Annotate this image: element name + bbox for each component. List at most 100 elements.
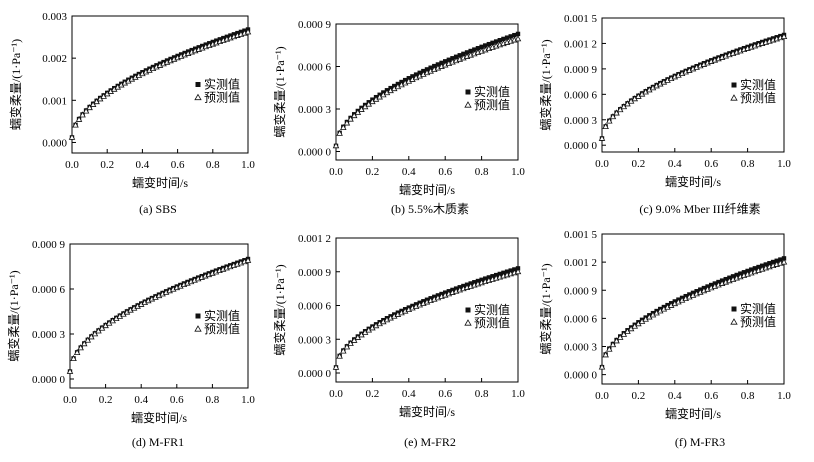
data-point-triangle bbox=[602, 351, 609, 358]
data-point-triangle bbox=[780, 33, 788, 40]
data-point-square bbox=[508, 34, 513, 39]
legend-label: 预测值 bbox=[740, 314, 776, 329]
data-point-square bbox=[479, 44, 484, 50]
data-point-triangle bbox=[75, 115, 83, 122]
data-point-triangle bbox=[354, 108, 362, 115]
x-tick-label: 0.8 bbox=[741, 390, 755, 402]
x-tick-label: 0.0 bbox=[595, 158, 609, 170]
x-tick-label: 0.4 bbox=[668, 158, 682, 170]
data-point-triangle bbox=[613, 337, 620, 344]
data-point-triangle bbox=[82, 107, 90, 114]
legend-label: 预测值 bbox=[740, 90, 776, 105]
data-point-triangle bbox=[340, 123, 347, 131]
x-tick-label: 0.0 bbox=[65, 159, 79, 171]
panel-caption: (f) M-FR3 bbox=[675, 435, 725, 449]
plot-frame bbox=[69, 243, 249, 389]
legend-label: 实测值 bbox=[474, 302, 510, 317]
panel-caption: (d) M-FR1 bbox=[132, 435, 184, 449]
data-point-square bbox=[486, 41, 492, 47]
y-tick-label: 0.003 bbox=[42, 11, 67, 23]
y-axis-title: 蠕变柔量/(1·Pa⁻¹) bbox=[6, 270, 21, 361]
y-axis-title: 蠕变柔量/(1·Pa⁻¹) bbox=[8, 39, 23, 130]
data-point-square bbox=[457, 53, 462, 58]
x-tick-label: 0.6 bbox=[438, 388, 452, 400]
data-point-triangle bbox=[77, 344, 84, 351]
data-point-triangle bbox=[350, 112, 358, 119]
y-tick-label: 0.000 0 bbox=[298, 147, 332, 159]
x-tick-label: 0.4 bbox=[136, 159, 150, 171]
data-point-triangle bbox=[616, 333, 624, 340]
x-tick-label: 0.2 bbox=[99, 394, 113, 406]
data-point-triangle bbox=[88, 333, 95, 340]
chart-panel-2: 0.0 0.2 0.4 0.6 0.8 1.0 0.000 0 0.000 3 0.000 6 0… bbox=[272, 19, 525, 216]
x-axis-title: 蠕变时间/s bbox=[399, 404, 455, 419]
x-tick-label: 0.2 bbox=[632, 158, 646, 170]
x-tick-label: 0.2 bbox=[366, 388, 380, 400]
data-point-triangle bbox=[620, 330, 628, 337]
data-point-triangle bbox=[332, 142, 340, 149]
y-axis-title: 蠕变柔量/(1·Pa⁻¹) bbox=[538, 39, 553, 130]
plot-frame bbox=[601, 17, 785, 153]
y-tick-label: 0.000 3 bbox=[298, 104, 332, 116]
data-point-square bbox=[450, 56, 455, 61]
data-point-square bbox=[443, 59, 448, 64]
x-tick-label: 0.6 bbox=[171, 159, 185, 171]
data-point-triangle bbox=[84, 336, 92, 343]
data-point-triangle bbox=[616, 106, 624, 113]
plot-frame bbox=[335, 23, 519, 161]
data-point-square bbox=[781, 256, 787, 261]
data-point-square bbox=[778, 257, 783, 262]
legend-label: 预测值 bbox=[204, 90, 240, 105]
x-axis-title: 蠕变时间/s bbox=[665, 174, 721, 189]
data-point-square bbox=[464, 50, 470, 55]
y-tick-label: 0.000 6 bbox=[564, 313, 598, 325]
x-tick-label: 0.8 bbox=[475, 388, 489, 400]
plot-frame bbox=[71, 15, 249, 154]
legend-label: 实测值 bbox=[474, 84, 510, 99]
panel-caption: (c) 9.0% Mber III纤维素 bbox=[639, 202, 760, 216]
y-axis-title: 蠕变柔量/(1·Pa⁻¹) bbox=[272, 46, 287, 137]
data-point-triangle bbox=[86, 104, 93, 111]
data-point-triangle bbox=[80, 340, 88, 347]
legend-label: 预测值 bbox=[474, 315, 510, 330]
y-tick-label: 0.000 0 bbox=[564, 140, 598, 152]
x-axis-title: 蠕变时间/s bbox=[399, 182, 455, 197]
x-tick-label: 1.0 bbox=[777, 158, 791, 170]
y-tick-label: 0.000 9 bbox=[564, 285, 598, 297]
data-point-triangle bbox=[70, 354, 77, 361]
x-tick-label: 0.4 bbox=[134, 394, 148, 406]
series-predicted bbox=[598, 258, 788, 370]
y-tick-label: 0.000 9 bbox=[298, 267, 332, 279]
x-tick-label: 0.2 bbox=[366, 166, 380, 178]
x-tick-label: 0.8 bbox=[206, 394, 220, 406]
y-tick-label: 0.001 5 bbox=[564, 229, 598, 241]
data-point-square bbox=[461, 51, 466, 57]
panel-caption: (e) M-FR2 bbox=[404, 435, 456, 449]
plot-frame bbox=[601, 233, 785, 385]
data-point-triangle bbox=[68, 133, 76, 140]
legend-label: 预测值 bbox=[474, 97, 510, 112]
x-tick-label: 0.6 bbox=[704, 158, 718, 170]
legend-marker-triangle bbox=[730, 318, 738, 325]
x-tick-label: 0.0 bbox=[595, 390, 609, 402]
legend-marker-triangle bbox=[464, 319, 472, 326]
legend-marker-triangle bbox=[464, 101, 472, 108]
x-tick-label: 0.4 bbox=[402, 166, 416, 178]
data-point-square bbox=[453, 54, 459, 59]
legend-marker-square bbox=[465, 89, 471, 95]
data-point-triangle bbox=[244, 28, 252, 35]
data-point-square bbox=[490, 40, 495, 46]
data-point-square bbox=[515, 31, 521, 37]
data-point-triangle bbox=[244, 256, 252, 263]
x-tick-label: 0.4 bbox=[402, 388, 416, 400]
x-tick-label: 0.0 bbox=[63, 394, 77, 406]
legend-marker-square bbox=[195, 313, 201, 319]
series-predicted bbox=[332, 35, 522, 149]
data-point-square bbox=[497, 38, 502, 43]
legend-label: 实测值 bbox=[740, 77, 776, 92]
data-point-triangle bbox=[606, 117, 613, 124]
data-point-triangle bbox=[598, 363, 606, 370]
